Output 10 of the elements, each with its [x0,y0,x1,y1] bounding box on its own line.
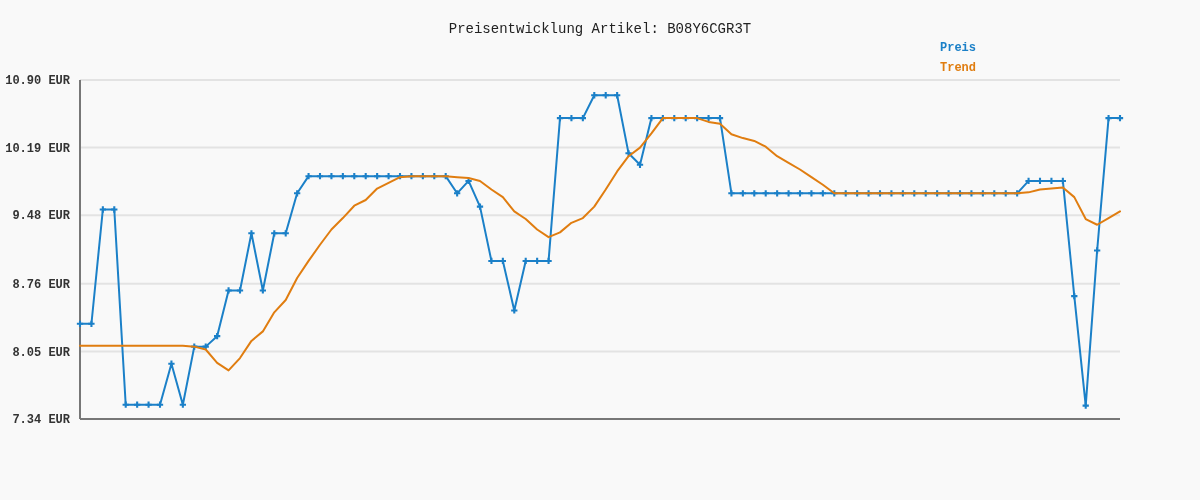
line-series [79,117,1121,372]
y-tick-label: 10.19 EUR [5,141,71,156]
y-tick-label: 7.34 EUR [12,413,71,428]
y-tick-label: 9.48 EUR [12,209,71,224]
text: Preis [940,41,977,55]
text: Trend [940,61,977,75]
y-tick-label: 8.05 EUR [12,345,71,360]
chart-title: Preisentwicklung Artikel: B08Y6CGR3T [448,21,752,37]
y-tick-label: 8.76 EUR [12,277,71,292]
y-tick-label: 10.90 EUR [5,74,71,89]
